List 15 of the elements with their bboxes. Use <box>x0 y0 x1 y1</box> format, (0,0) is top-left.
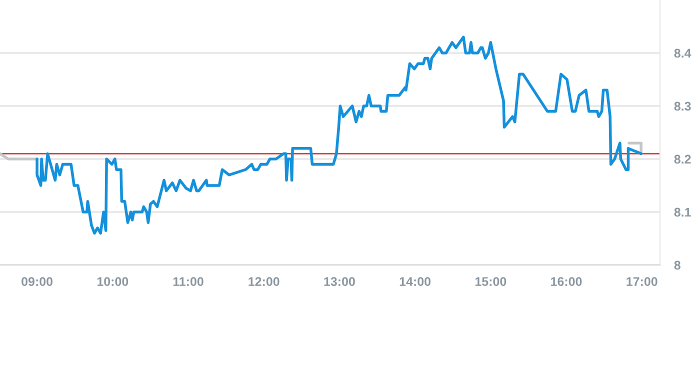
x-tick-label: 17:00 <box>626 277 658 286</box>
x-tick-label: 12:00 <box>248 277 280 286</box>
line-series <box>36 36 642 235</box>
y-tick-label: 8.4 <box>674 48 692 58</box>
x-tick-label: 15:00 <box>475 277 506 286</box>
x-tick-label: 13:00 <box>324 277 355 286</box>
x-tick-label: 16:00 <box>551 277 582 286</box>
x-tick-label: 11:00 <box>173 277 204 286</box>
x-tick-label: 10:00 <box>97 277 128 286</box>
x-tick-label: 14:00 <box>400 277 431 286</box>
y-tick-label: 8.3 <box>674 102 691 111</box>
x-tick-label: 09:00 <box>22 277 53 286</box>
y-tick-label: 8 <box>674 260 680 270</box>
y-tick-label: 8.1 <box>674 208 691 217</box>
y-tick-label: 8.2 <box>674 154 691 164</box>
